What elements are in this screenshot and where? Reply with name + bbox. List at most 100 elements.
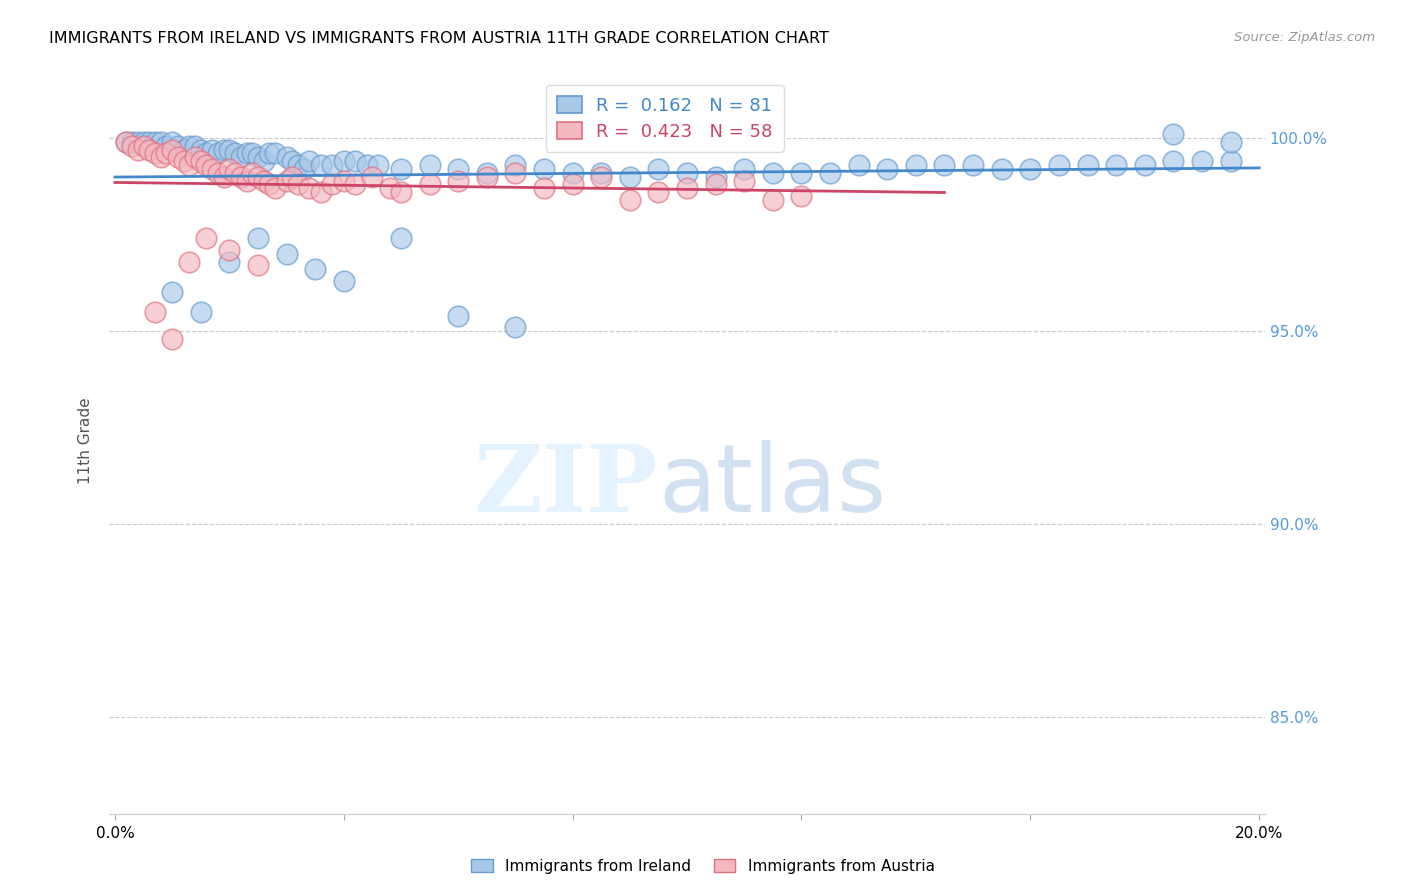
Point (344, 154, 367, 169)
Point (533, 161, 555, 176)
Point (1047, 158, 1070, 172)
Point (190, 154, 212, 169)
Point (143, 146, 166, 161)
Point (475, 166, 498, 180)
Point (190, 143, 212, 157)
Legend: Immigrants from Ireland, Immigrants from Austria: Immigrants from Ireland, Immigrants from… (465, 853, 941, 880)
Point (333, 154, 356, 169)
Point (287, 158, 309, 172)
Point (246, 231, 269, 245)
Point (173, 154, 195, 169)
Point (848, 158, 870, 172)
Point (704, 178, 727, 192)
Point (647, 185, 669, 199)
Point (167, 150, 190, 164)
Point (276, 150, 298, 164)
Point (333, 173, 356, 187)
Point (321, 158, 343, 172)
Point (138, 135, 160, 149)
Point (155, 138, 177, 153)
Point (505, 166, 527, 180)
Point (253, 173, 276, 187)
Point (447, 161, 470, 176)
Point (235, 173, 257, 187)
Point (309, 158, 332, 172)
Point (292, 161, 315, 176)
Point (224, 146, 246, 161)
Point (149, 135, 172, 149)
Point (195, 231, 218, 245)
Point (121, 138, 143, 153)
Point (259, 178, 281, 192)
Point (818, 166, 841, 180)
Point (619, 169, 641, 184)
Point (676, 181, 699, 195)
Point (1219, 135, 1241, 149)
Point (218, 143, 240, 157)
Point (229, 150, 252, 164)
Point (344, 178, 367, 192)
Point (235, 146, 257, 161)
Point (212, 143, 235, 157)
Point (246, 259, 269, 273)
Point (138, 143, 160, 157)
Point (321, 178, 343, 192)
Point (676, 166, 699, 180)
Point (298, 154, 321, 169)
Point (218, 243, 240, 257)
Point (143, 135, 166, 149)
Point (647, 161, 669, 176)
Point (195, 158, 218, 172)
Point (733, 173, 755, 187)
Point (1163, 127, 1185, 141)
Point (207, 146, 229, 161)
Legend: R =  0.162   N = 81, R =  0.423   N = 58: R = 0.162 N = 81, R = 0.423 N = 58 (546, 85, 783, 152)
Point (304, 262, 326, 277)
Point (229, 169, 252, 184)
Point (876, 161, 898, 176)
Point (184, 150, 207, 164)
Text: Source: ZipAtlas.com: Source: ZipAtlas.com (1234, 31, 1375, 45)
Point (240, 146, 263, 161)
Point (1076, 158, 1098, 172)
Point (179, 138, 201, 153)
Point (361, 169, 384, 184)
Point (240, 166, 263, 180)
Point (790, 189, 813, 203)
Point (904, 158, 927, 172)
Point (389, 161, 412, 176)
Point (309, 185, 332, 199)
Text: IMMIGRANTS FROM IRELAND VS IMMIGRANTS FROM AUSTRIA 11TH GRADE CORRELATION CHART: IMMIGRANTS FROM IRELAND VS IMMIGRANTS FR… (49, 31, 830, 46)
Text: atlas: atlas (658, 440, 886, 532)
Point (276, 173, 298, 187)
Point (201, 161, 224, 176)
Point (155, 146, 177, 161)
Point (704, 169, 727, 184)
Point (127, 143, 149, 157)
Point (246, 169, 269, 184)
Point (173, 143, 195, 157)
Point (447, 173, 470, 187)
Y-axis label: 11th Grade: 11th Grade (79, 398, 93, 484)
Point (419, 158, 441, 172)
Point (505, 158, 527, 172)
Point (132, 135, 155, 149)
Point (212, 169, 235, 184)
Point (934, 158, 956, 172)
Point (475, 169, 498, 184)
Point (184, 138, 207, 153)
Point (389, 185, 412, 199)
Point (1019, 161, 1042, 176)
Point (367, 158, 389, 172)
Point (207, 166, 229, 180)
Point (378, 181, 401, 195)
Point (264, 181, 287, 195)
Point (287, 178, 309, 192)
Point (591, 166, 613, 180)
Point (281, 154, 304, 169)
Point (218, 161, 240, 176)
Point (1133, 158, 1156, 172)
Point (561, 178, 583, 192)
Point (195, 146, 218, 161)
Point (190, 305, 212, 319)
